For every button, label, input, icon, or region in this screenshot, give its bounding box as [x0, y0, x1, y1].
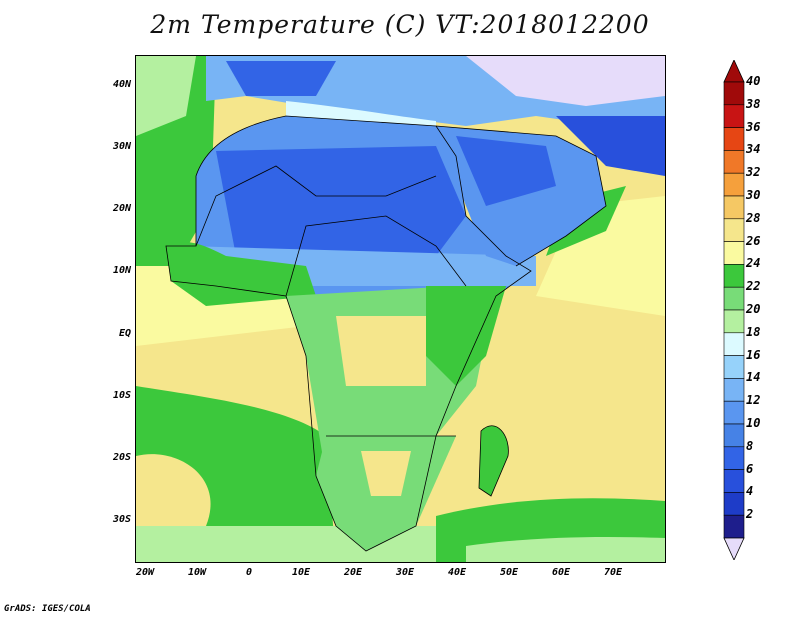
lat-label-30n: 30N	[112, 141, 131, 152]
indian-south-band-2	[466, 536, 665, 562]
colorbar-box	[723, 492, 745, 516]
congo-warm	[336, 316, 426, 386]
colorbar-box	[723, 172, 745, 197]
arabia-cold	[456, 136, 556, 206]
colorbar-box	[723, 446, 745, 470]
lat-label-40n: 40N	[112, 79, 131, 90]
lon-label-20w: 20W	[135, 567, 155, 578]
lon-label-10e: 10E	[291, 567, 311, 578]
grads-credit: GrADS: IGES/COLA	[4, 604, 91, 614]
colorbar-level-label: 34	[746, 142, 761, 157]
lon-label-20e: 20E	[343, 567, 363, 578]
country-borders	[165, 115, 607, 552]
colorbar-box	[723, 423, 745, 448]
colorbar-level-label: 10	[746, 416, 761, 430]
colorbar-box	[723, 286, 745, 311]
colorbar-box	[723, 127, 745, 151]
colorbar-box	[723, 400, 745, 425]
atlantic-north-band-2	[136, 56, 196, 136]
lon-label-40e: 40E	[447, 567, 467, 578]
colorbar-level-label: 38	[746, 96, 761, 111]
colorbar-level-label: 20	[746, 302, 761, 316]
colorbar-box	[723, 355, 745, 379]
colorbar-box	[723, 195, 745, 220]
colorbar-level-label: 26	[746, 233, 761, 248]
colorbar-level-label: 40	[746, 74, 761, 88]
colorbar-level-label: 32	[746, 165, 761, 180]
madagascar	[479, 425, 509, 496]
colorbar-box	[723, 264, 745, 288]
colorbar-box	[723, 104, 745, 128]
lon-label-60e: 60E	[551, 567, 571, 578]
colorbar-box	[723, 332, 745, 356]
colorbar-box	[723, 81, 745, 106]
colorbar-level-label: 36	[746, 119, 761, 134]
lat-label-20s: 20S	[112, 452, 131, 463]
lat-label-30s: 30S	[112, 514, 131, 525]
sahara-core	[216, 146, 466, 256]
colorbar-level-label: 14	[746, 370, 761, 385]
colorbar-box	[723, 218, 745, 242]
kalahari	[361, 451, 411, 496]
colorbar-level-label: 6	[746, 461, 754, 476]
east-africa	[426, 286, 506, 386]
colorbar-level-label: 8	[746, 438, 754, 453]
lat-label-10s: 10S	[112, 390, 131, 401]
colorbar-level-label: 12	[746, 393, 761, 408]
colorbar-level-label: 4	[746, 484, 754, 499]
colorbar-box	[723, 469, 745, 493]
colorbar-level-label: 30	[746, 188, 761, 202]
lon-label-0: 0	[245, 567, 253, 578]
map-panel	[135, 55, 666, 563]
colorbar	[723, 60, 745, 560]
colorbar-box	[723, 241, 745, 265]
south-ocean-band-2	[136, 454, 211, 536]
lon-label-70e: 70E	[603, 567, 623, 578]
colorbar-level-label: 16	[746, 347, 761, 362]
chart-title: 2m Temperature (C) VT:2018012200	[150, 10, 650, 39]
lon-label-10w: 10W	[187, 567, 207, 578]
west-africa	[166, 241, 316, 306]
colorbar-under-arrow	[723, 537, 745, 560]
europe-cold-core	[226, 61, 336, 96]
colorbar-level-label: 24	[746, 256, 761, 271]
colorbar-level-label: 2	[746, 507, 754, 522]
iran-cold	[556, 116, 665, 176]
mideast-cold	[466, 56, 665, 106]
colorbar-box	[723, 150, 745, 174]
lat-label-20n: 20N	[112, 203, 131, 214]
colorbar-level-label: 18	[746, 324, 761, 339]
lon-label-30e: 30E	[395, 567, 415, 578]
temperature-map	[136, 56, 665, 562]
colorbar-over-arrow	[723, 60, 745, 83]
lon-label-50e: 50E	[499, 567, 519, 578]
colorbar-box	[723, 309, 745, 334]
colorbar-level-label: 22	[746, 279, 761, 294]
colorbar-box	[723, 514, 745, 539]
lat-label-10n: 10N	[112, 265, 131, 276]
colorbar-level-label: 28	[746, 210, 761, 225]
lat-label-eq: EQ	[118, 328, 131, 339]
colorbar-box	[723, 378, 745, 402]
